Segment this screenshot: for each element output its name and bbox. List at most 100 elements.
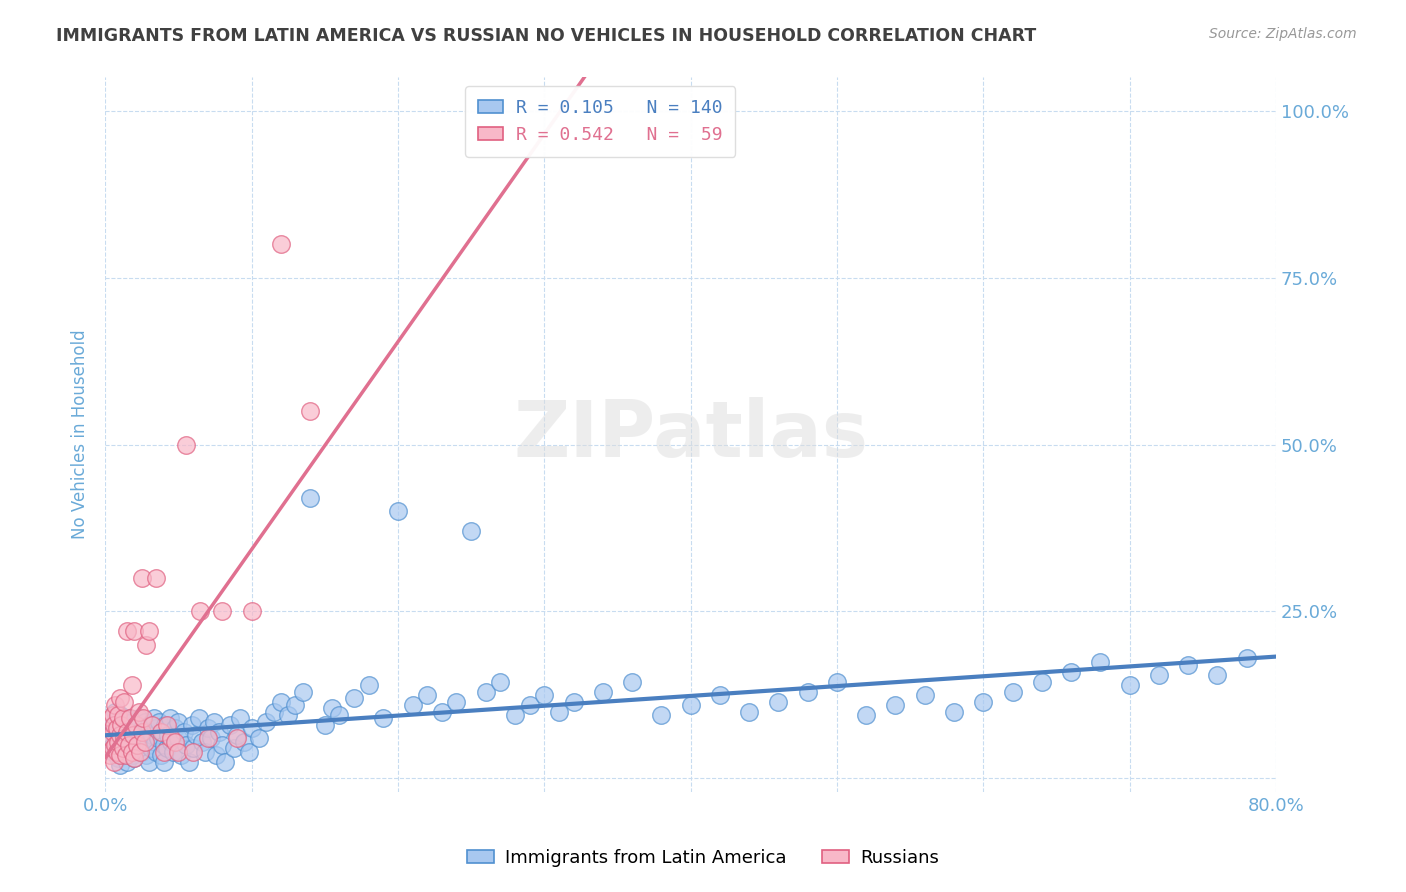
- Point: [1147, 668, 1170, 682]
- Point: [1001, 684, 1024, 698]
- Point: [181, 745, 204, 759]
- Point: [141, 718, 163, 732]
- Point: [222, 741, 245, 756]
- Point: [197, 731, 219, 746]
- Point: [162, 745, 184, 759]
- Point: [152, 738, 174, 752]
- Point: [156, 741, 179, 756]
- Point: [446, 695, 468, 709]
- Point: [120, 741, 142, 756]
- Point: [104, 705, 127, 719]
- Point: [503, 707, 526, 722]
- Point: [1118, 678, 1140, 692]
- Point: [143, 734, 166, 748]
- Point: [121, 745, 143, 759]
- Point: [149, 747, 172, 762]
- Point: [138, 755, 160, 769]
- Point: [125, 718, 148, 732]
- Point: [105, 711, 128, 725]
- Point: [214, 755, 236, 769]
- Point: [145, 571, 167, 585]
- Point: [108, 721, 131, 735]
- Point: [180, 718, 202, 732]
- Point: [112, 695, 135, 709]
- Point: [314, 718, 336, 732]
- Point: [135, 724, 157, 739]
- Point: [165, 734, 187, 748]
- Point: [177, 755, 200, 769]
- Point: [263, 705, 285, 719]
- Point: [218, 718, 240, 732]
- Point: [145, 721, 167, 735]
- Point: [768, 695, 790, 709]
- Point: [328, 707, 350, 722]
- Point: [145, 745, 167, 759]
- Point: [181, 741, 204, 756]
- Point: [108, 758, 131, 772]
- Point: [205, 747, 228, 762]
- Point: [111, 711, 134, 725]
- Point: [112, 731, 135, 746]
- Point: [132, 711, 155, 725]
- Point: [157, 728, 180, 742]
- Point: [416, 688, 439, 702]
- Point: [131, 745, 153, 759]
- Point: [138, 624, 160, 639]
- Point: [108, 731, 131, 746]
- Point: [160, 734, 183, 748]
- Point: [194, 745, 217, 759]
- Point: [107, 728, 129, 742]
- Legend: R = 0.105   N = 140, R = 0.542   N =  59: R = 0.105 N = 140, R = 0.542 N = 59: [465, 87, 735, 157]
- Point: [197, 721, 219, 735]
- Point: [107, 751, 129, 765]
- Point: [460, 524, 482, 539]
- Point: [108, 707, 131, 722]
- Point: [167, 731, 190, 746]
- Point: [709, 688, 731, 702]
- Point: [134, 734, 156, 748]
- Point: [173, 724, 195, 739]
- Point: [621, 674, 644, 689]
- Point: [160, 731, 183, 746]
- Point: [299, 491, 322, 505]
- Point: [122, 747, 145, 762]
- Point: [134, 714, 156, 729]
- Point: [357, 678, 380, 692]
- Point: [202, 714, 225, 729]
- Point: [124, 724, 146, 739]
- Point: [103, 755, 125, 769]
- Point: [138, 718, 160, 732]
- Point: [131, 721, 153, 735]
- Point: [117, 721, 139, 735]
- Point: [796, 684, 818, 698]
- Point: [135, 638, 157, 652]
- Point: [112, 738, 135, 752]
- Point: [167, 745, 190, 759]
- Point: [101, 738, 124, 752]
- Point: [124, 624, 146, 639]
- Point: [115, 724, 138, 739]
- Point: [136, 738, 159, 752]
- Point: [738, 705, 761, 719]
- Point: [115, 624, 138, 639]
- Point: [127, 738, 149, 752]
- Point: [104, 724, 127, 739]
- Point: [914, 688, 936, 702]
- Point: [226, 728, 249, 742]
- Point: [187, 711, 209, 725]
- Point: [533, 688, 555, 702]
- Point: [104, 738, 127, 752]
- Point: [167, 714, 190, 729]
- Point: [107, 734, 129, 748]
- Point: [101, 741, 124, 756]
- Point: [238, 745, 260, 759]
- Point: [108, 747, 131, 762]
- Point: [103, 718, 125, 732]
- Point: [98, 747, 121, 762]
- Point: [121, 678, 143, 692]
- Point: [122, 728, 145, 742]
- Point: [115, 728, 138, 742]
- Point: [150, 724, 173, 739]
- Point: [110, 718, 132, 732]
- Point: [111, 747, 134, 762]
